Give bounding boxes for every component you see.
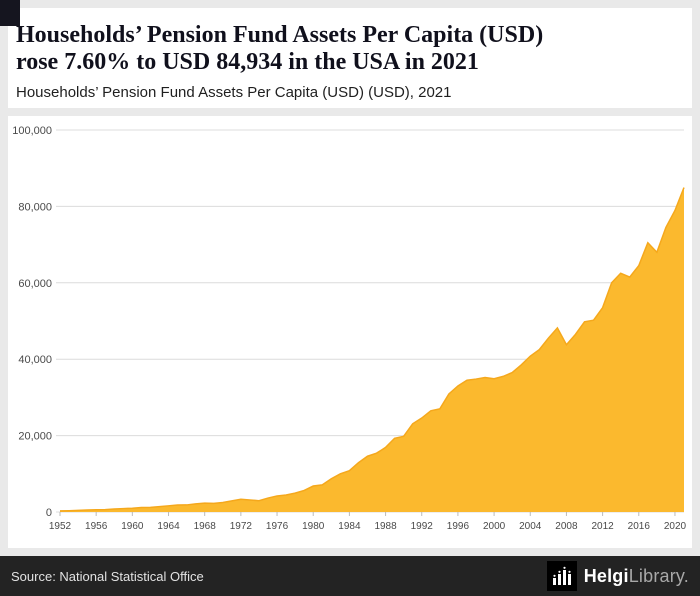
x-tick-label: 1960 [121, 521, 144, 532]
y-tick-label: 20,000 [18, 431, 52, 443]
x-tick-label: 2012 [591, 521, 614, 532]
x-tick-label: 1968 [194, 521, 217, 532]
x-tick-label: 2004 [519, 521, 542, 532]
logo-wordmark-bold: Helgi [583, 565, 629, 586]
x-tick-label: 1972 [230, 521, 253, 532]
logo-wordmark-light: Library. [628, 565, 689, 586]
x-tick-label: 2008 [555, 521, 578, 532]
x-tick-label: 1984 [338, 521, 361, 532]
x-tick-label: 1996 [447, 521, 470, 532]
area-chart: 0 20,000 40,000 60,000 80,000 100,000 1952 1956… [12, 125, 687, 532]
x-tick-label: 2000 [483, 521, 506, 532]
x-tick-label: 1964 [157, 521, 180, 532]
y-tick-label: 0 [46, 507, 52, 519]
y-tick-label: 40,000 [18, 354, 52, 366]
area-series [60, 187, 684, 512]
x-tick-label: 1976 [266, 521, 289, 532]
headline-line1: Households’ Pension Fund Assets Per Capi… [16, 22, 544, 48]
y-tick-label: 60,000 [18, 278, 52, 290]
x-tick-label: 1988 [374, 521, 397, 532]
x-tick-label: 1952 [49, 521, 72, 532]
helgi-library-logo: HelgiLibrary. [546, 561, 689, 591]
chart-subtitle: Households’ Pension Fund Assets Per Capi… [16, 84, 452, 102]
chart-panel: 0 20,000 40,000 60,000 80,000 100,000 1952 1956… [8, 116, 692, 548]
area-series-edge [59, 187, 685, 512]
logo-wordmark: HelgiLibrary. [584, 566, 689, 587]
x-tick-label: 1992 [411, 521, 434, 532]
x-tick-label: 2020 [664, 521, 687, 532]
chart-header: Households’ Pension Fund Assets Per Capi… [0, 0, 692, 108]
x-tick-label: 1980 [302, 521, 325, 532]
x-tick-label: 1956 [85, 521, 108, 532]
footer-bar: Source: National Statistical Office Helg… [0, 556, 700, 596]
chart-headline: Households’ Pension Fund Assets Per Capi… [8, 8, 692, 76]
y-tick-label: 100,000 [12, 125, 52, 137]
headline-line2: rose 7.60% to USD 84,934 in the USA in 2… [16, 49, 479, 76]
y-tick-label: 80,000 [18, 201, 52, 213]
corner-accent [0, 0, 20, 26]
x-tick-label: 2016 [628, 521, 651, 532]
bar-chart-icon [546, 561, 577, 591]
source-note: Source: National Statistical Office [11, 568, 204, 584]
